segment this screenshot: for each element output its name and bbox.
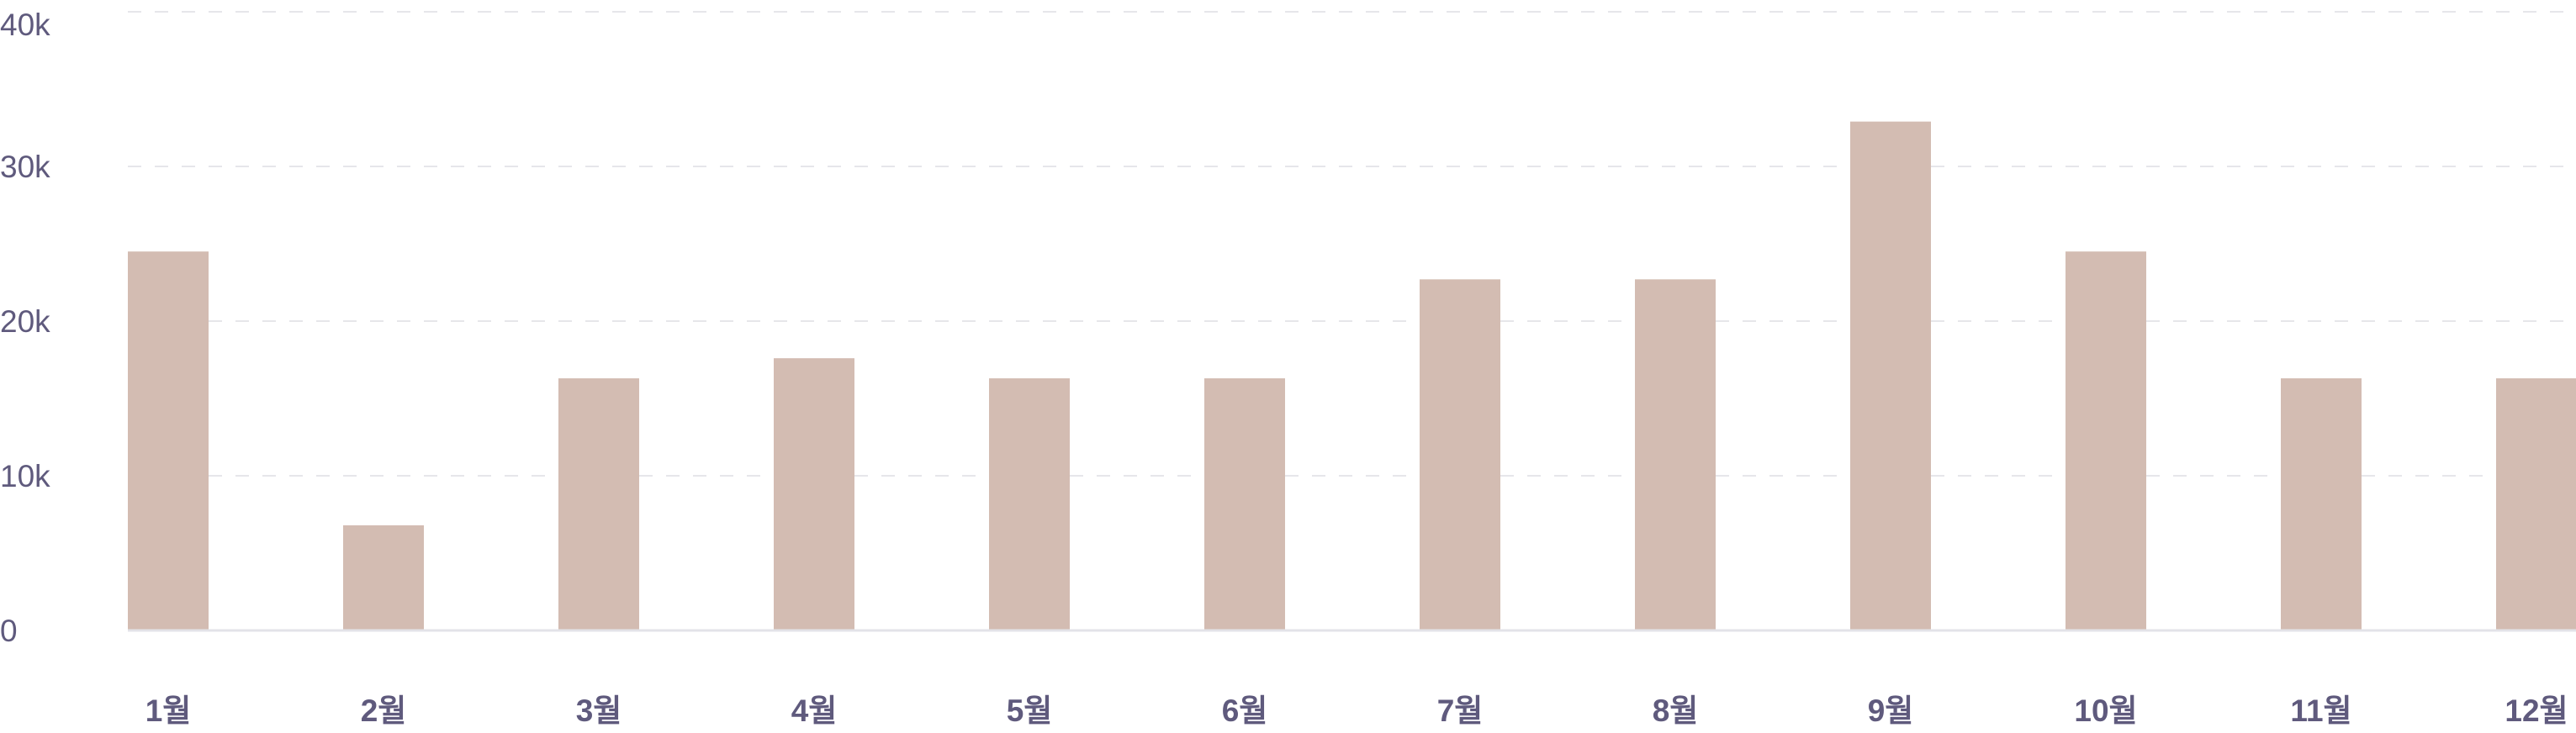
x-axis-category-labels: 1월 2월 3월 4월 5월 6월 7월 8월 9월 10월 11월 12월	[145, 693, 2568, 728]
x-category-label: 3월	[576, 693, 622, 728]
x-category-label: 11월	[2290, 693, 2351, 728]
x-category-label: 2월	[361, 693, 407, 728]
bar	[1204, 378, 1285, 630]
bar	[558, 378, 639, 630]
y-tick-label: 10k	[0, 459, 50, 493]
y-tick-label: 0	[0, 614, 18, 648]
bar	[1420, 279, 1500, 630]
bar	[1635, 279, 1716, 630]
bars	[128, 121, 2576, 630]
y-tick-label: 40k	[0, 8, 50, 42]
bar	[2496, 378, 2576, 630]
bar	[128, 251, 209, 630]
x-category-label: 9월	[1868, 693, 1914, 728]
x-category-label: 5월	[1007, 693, 1053, 728]
x-category-label: 4월	[791, 693, 838, 728]
x-category-label: 10월	[2074, 693, 2137, 728]
x-category-label: 7월	[1437, 693, 1484, 728]
bar	[989, 378, 1070, 630]
y-tick-label: 30k	[0, 150, 50, 184]
bar	[1850, 121, 1931, 630]
gridlines	[128, 11, 2576, 477]
x-category-label: 8월	[1653, 693, 1699, 728]
x-category-label: 12월	[2505, 693, 2568, 728]
bar	[2066, 251, 2146, 630]
y-tick-label: 20k	[0, 304, 50, 339]
bar	[774, 358, 854, 630]
bar	[343, 525, 424, 630]
x-category-label: 6월	[1222, 693, 1268, 728]
bar	[2281, 378, 2362, 630]
y-axis-tick-labels: 0 10k 20k 30k 40k	[0, 8, 50, 648]
x-category-label: 1월	[145, 693, 192, 728]
